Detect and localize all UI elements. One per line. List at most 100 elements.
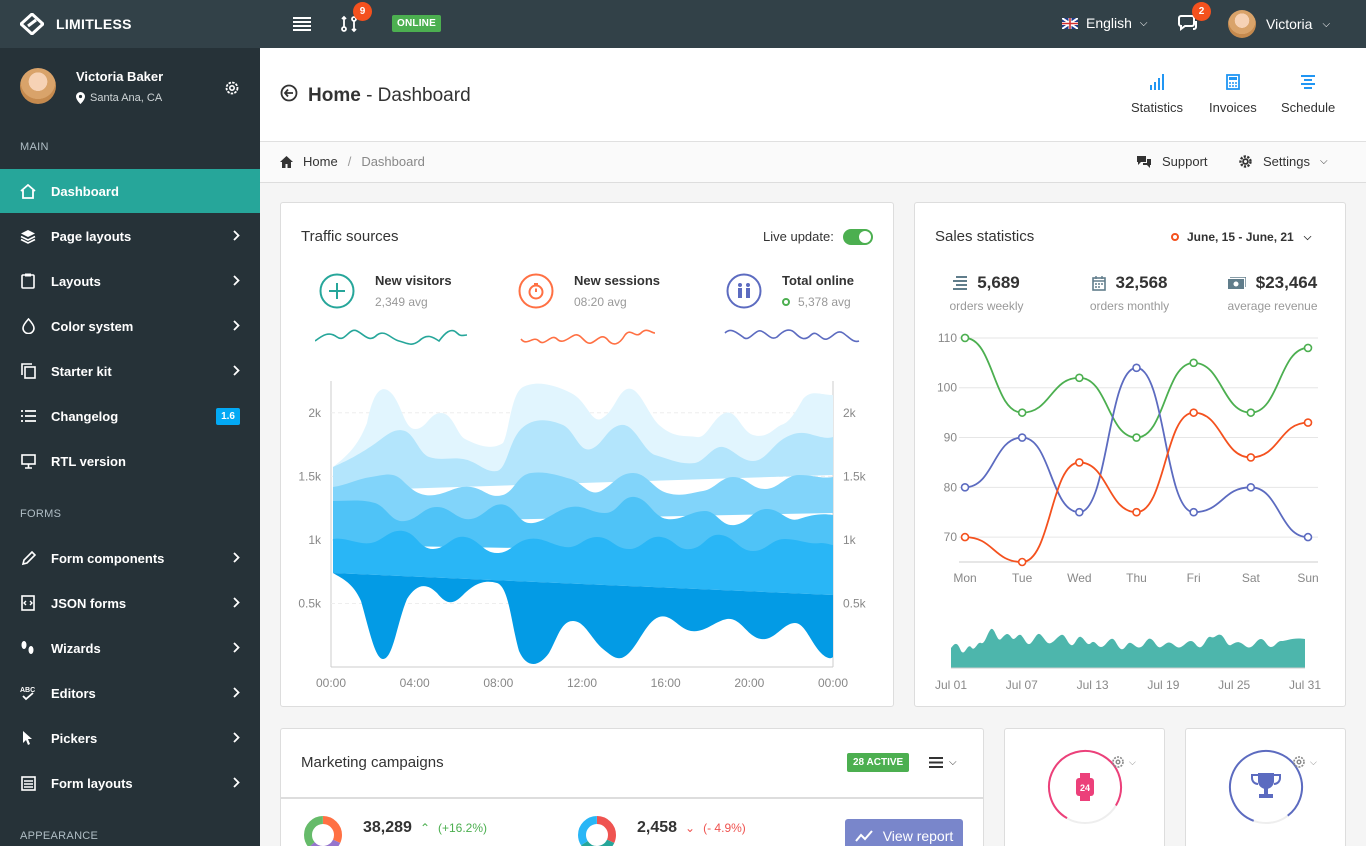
data-point[interactable]: [1132, 363, 1141, 373]
sidebar-item-dashboard[interactable]: Dashboard: [0, 169, 260, 213]
toggle-knob: [859, 231, 871, 243]
sidebar-item-page-layouts[interactable]: Page layouts: [0, 214, 260, 258]
chevron-down-icon: ⌵: [1322, 18, 1331, 30]
sidebar: Victoria Baker Santa Ana, CA MAIN Dashbo…: [0, 48, 260, 846]
data-point[interactable]: [1189, 507, 1198, 517]
messages-badge: 2: [1192, 2, 1211, 21]
sidebar-item-color-system[interactable]: Color system: [0, 304, 260, 348]
data-point[interactable]: [1246, 408, 1256, 417]
brand[interactable]: LIMITLESS: [20, 13, 132, 35]
gear-icon[interactable]: [223, 79, 241, 100]
sales-statistics-card: Sales statistics June, 15 - June, 21 ⌵ 5…: [914, 202, 1346, 707]
sidebar-item-changelog[interactable]: Changelog 1.6: [0, 394, 260, 438]
sidebar-item-pickers[interactable]: Pickers: [0, 716, 260, 760]
data-point[interactable]: [960, 532, 970, 542]
data-point[interactable]: [1246, 483, 1256, 492]
marketing-campaigns-card: Marketing campaigns 28 ACTIVE ⌵ 38,289 ⌃…: [280, 728, 984, 846]
data-point[interactable]: [1303, 532, 1313, 542]
statistics-button[interactable]: Statistics: [1131, 74, 1183, 115]
sidebar-item-form-layouts[interactable]: Form layouts: [0, 761, 260, 805]
pin-icon: [76, 91, 85, 104]
breadcrumb-home[interactable]: Home: [303, 154, 338, 169]
breadcrumb-separator: /: [347, 154, 352, 169]
kpi-value-text: 5,378 avg: [798, 295, 851, 309]
data-point[interactable]: [1017, 557, 1027, 567]
chevron-right-icon: [233, 551, 240, 566]
stat-change: (+16.2%): [438, 821, 488, 835]
schedule-button[interactable]: Schedule: [1281, 74, 1335, 115]
kpi-total-online: Total online 5,378 avg: [726, 273, 854, 309]
back-arrow-icon[interactable]: [280, 84, 298, 108]
data-point[interactable]: [960, 483, 970, 492]
home-icon: [280, 155, 293, 168]
data-point[interactable]: [960, 333, 970, 343]
data-point[interactable]: [1075, 373, 1084, 383]
menu-toggle-icon[interactable]: [293, 16, 311, 32]
stopwatch-icon: [518, 273, 554, 309]
sidebar-item-layouts[interactable]: Layouts: [0, 259, 260, 303]
campaigns-menu-dropdown[interactable]: ⌵: [929, 757, 957, 768]
chevron-right-icon: [233, 731, 240, 746]
sales-area-chart: Jul 01 Jul 07 Jul 13 Jul 19 Jul 25 Jul 31: [935, 628, 1321, 692]
data-point[interactable]: [1189, 408, 1198, 417]
chevron-down-icon: ⌵: [1139, 17, 1148, 29]
stream-layer-4: [333, 472, 833, 523]
settings-dropdown[interactable]: Settings ⌵: [1238, 154, 1328, 169]
data-point[interactable]: [1017, 408, 1027, 417]
sidebar-item-json-forms[interactable]: JSON forms: [0, 581, 260, 625]
sidebar-item-wizards[interactable]: Wizards: [0, 626, 260, 670]
data-point[interactable]: [1303, 418, 1313, 427]
avatar[interactable]: [20, 68, 56, 104]
active-campaigns-badge: 28 ACTIVE: [847, 753, 910, 772]
schedule-icon: [1301, 75, 1316, 89]
invoices-button[interactable]: Invoices: [1209, 74, 1257, 115]
kpi-new-visitors: New visitors 2,349 avg: [319, 273, 452, 309]
kpi-new-sessions: New sessions 08:20 avg: [518, 273, 660, 309]
card-settings-dropdown[interactable]: ⌵: [1111, 755, 1136, 769]
sidebar-item-label: Form components: [51, 550, 165, 566]
stack-icon: [19, 227, 37, 245]
sidebar-item-label: Layouts: [51, 273, 101, 289]
breadcrumb: Home / Dashboard Support Settings ⌵: [260, 142, 1366, 183]
sidebar-item-rtl-version[interactable]: RTL version: [0, 439, 260, 483]
section-appearance: APPEARANCE: [20, 830, 99, 842]
x-tick-label: Sat: [1242, 571, 1261, 585]
button-label: View report: [882, 828, 954, 844]
view-report-button[interactable]: View report: [845, 819, 963, 846]
button-label: Schedule: [1281, 100, 1336, 115]
chevron-right-icon: [233, 641, 240, 656]
data-point[interactable]: [1246, 453, 1256, 462]
y-tick-label: 2k: [843, 406, 857, 420]
campaign-donut-2: [578, 816, 616, 846]
data-point[interactable]: [1075, 458, 1084, 467]
card-settings-dropdown[interactable]: ⌵: [1292, 755, 1317, 769]
sidebar-item-form-components[interactable]: Form components: [0, 536, 260, 580]
title-home: Home: [308, 85, 361, 106]
chevron-down-icon: ⌵: [1303, 231, 1312, 243]
data-point[interactable]: [1075, 507, 1084, 517]
date-range-dropdown[interactable]: June, 15 - June, 21 ⌵: [1171, 230, 1311, 244]
sidebar-item-label: Dashboard: [51, 183, 119, 199]
data-point[interactable]: [1017, 433, 1027, 442]
chevron-right-icon: [233, 319, 240, 334]
y-tick-label: 0.5k: [298, 596, 322, 610]
online-status-badge: ONLINE: [392, 15, 441, 32]
sidebar-user: Victoria Baker Santa Ana, CA: [20, 68, 163, 104]
people-icon: [726, 273, 762, 309]
home-icon: [19, 182, 37, 200]
y-tick-label: 0.5k: [843, 596, 867, 610]
language-dropdown[interactable]: English ⌵: [1062, 15, 1148, 31]
sidebar-item-starter-kit[interactable]: Starter kit: [0, 349, 260, 393]
data-point[interactable]: [1189, 358, 1198, 368]
support-label: Support: [1162, 154, 1208, 169]
user-menu[interactable]: Victoria ⌵: [1228, 10, 1330, 38]
sidebar-item-editors[interactable]: ABC Editors: [0, 671, 260, 715]
data-point[interactable]: [1132, 433, 1141, 442]
live-update-toggle[interactable]: [843, 229, 873, 245]
watch-24-icon: 24: [1076, 773, 1094, 801]
data-point[interactable]: [1303, 343, 1313, 353]
support-link[interactable]: Support: [1136, 154, 1208, 169]
data-point[interactable]: [1132, 507, 1141, 517]
x-tick-label: Jul 19: [1147, 678, 1179, 692]
pencil-icon: [19, 549, 37, 567]
